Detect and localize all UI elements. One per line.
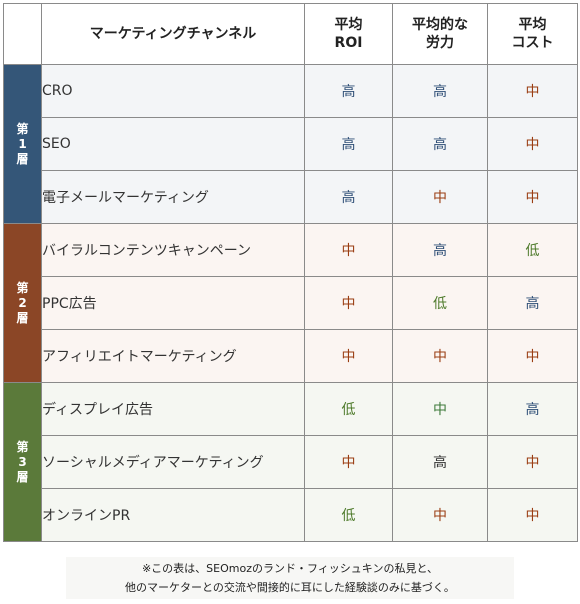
header-effort-line2: 労力 bbox=[426, 35, 454, 51]
tier-2-label-part: 2 bbox=[18, 295, 27, 310]
footnote-line-2: 他のマーケターとの交流や間接的に耳にした経験談のみに基づく。 bbox=[125, 581, 455, 594]
cost-value: 高 bbox=[487, 382, 578, 436]
cost-value: 中 bbox=[487, 64, 578, 118]
cost-value: 低 bbox=[487, 223, 578, 277]
marketing-channel-table: マーケティングチャンネル 平均 ROI 平均的な 労力 平均 コスト 第 bbox=[3, 3, 578, 542]
header-roi-line1: 平均 bbox=[334, 17, 363, 33]
header-roi: 平均 ROI bbox=[304, 3, 393, 65]
tier-2-label-part: 第 bbox=[16, 280, 29, 295]
table-row: 第 1 層 CRO 高 高 中 bbox=[3, 64, 578, 224]
tier-3-label-part: 3 bbox=[18, 454, 27, 469]
channel-name: CRO bbox=[41, 64, 305, 118]
effort-value: 中 bbox=[392, 329, 488, 383]
roi-value: 中 bbox=[304, 329, 393, 383]
cost-value: 中 bbox=[487, 435, 578, 489]
header-cost-line1: 平均 bbox=[518, 17, 547, 33]
table-row: SEO 高 高 中 bbox=[4, 117, 578, 171]
effort-value: 中 bbox=[392, 382, 488, 436]
header-channel: マーケティングチャンネル bbox=[41, 3, 305, 65]
tier-1-label-part: 層 bbox=[16, 151, 29, 166]
cost-value: 中 bbox=[487, 329, 578, 383]
effort-value: 高 bbox=[392, 435, 488, 489]
table-row: アフィリエイトマーケティング 中 中 中 bbox=[4, 329, 578, 383]
channel-name: 電子メールマーケティング bbox=[41, 170, 305, 224]
cost-value: 中 bbox=[487, 488, 578, 542]
footnote: ※この表は、SEOmozのランド・フィッシュキンの私見と、 他のマーケターとの交… bbox=[66, 557, 514, 599]
table-row: 電子メールマーケティング 高 中 中 bbox=[4, 170, 578, 224]
channel-name: SEO bbox=[41, 117, 305, 171]
roi-value: 高 bbox=[304, 170, 393, 224]
header-effort-line1: 平均的な bbox=[412, 17, 468, 33]
effort-value: 高 bbox=[392, 117, 488, 171]
table-row: ソーシャルメディアマーケティング 中 高 中 bbox=[4, 435, 578, 489]
tier-3-label-part: 層 bbox=[16, 469, 29, 484]
roi-value: 高 bbox=[304, 64, 393, 118]
channel-name: アフィリエイトマーケティング bbox=[41, 329, 305, 383]
tier-1-label: 第 1 層 bbox=[3, 64, 42, 224]
effort-value: 低 bbox=[392, 276, 488, 330]
roi-value: 低 bbox=[304, 382, 393, 436]
header-corner-cell bbox=[3, 3, 42, 65]
tier-3-label-part: 第 bbox=[16, 439, 29, 454]
channel-name: バイラルコンテンツキャンペーン bbox=[41, 223, 305, 277]
table-row: オンラインPR 低 中 中 bbox=[4, 488, 578, 542]
header-roi-line2: ROI bbox=[334, 35, 363, 51]
footnote-line-1: ※この表は、SEOmozのランド・フィッシュキンの私見と、 bbox=[141, 562, 439, 575]
roi-value: 高 bbox=[304, 117, 393, 171]
channel-name: ディスプレイ広告 bbox=[41, 382, 305, 436]
header-cost-line2: コスト bbox=[511, 35, 554, 51]
tier-1-label-part: 第 bbox=[16, 121, 29, 136]
tier-2-label-part: 層 bbox=[16, 310, 29, 325]
effort-value: 高 bbox=[392, 223, 488, 277]
marketing-channel-table-wrapper: マーケティングチャンネル 平均 ROI 平均的な 労力 平均 コスト 第 bbox=[3, 3, 578, 542]
effort-value: 中 bbox=[392, 488, 488, 542]
table-row: PPC広告 中 低 高 bbox=[4, 276, 578, 330]
cost-value: 中 bbox=[487, 170, 578, 224]
roi-value: 低 bbox=[304, 488, 393, 542]
cost-value: 中 bbox=[487, 117, 578, 171]
channel-name: PPC広告 bbox=[41, 276, 305, 330]
roi-value: 中 bbox=[304, 276, 393, 330]
tier-2-label: 第 2 層 bbox=[3, 223, 42, 383]
channel-name: オンラインPR bbox=[41, 488, 305, 542]
table-row: 第 2 層 バイラルコンテンツキャンペーン 中 高 低 bbox=[3, 223, 578, 383]
effort-value: 中 bbox=[392, 170, 488, 224]
roi-value: 中 bbox=[304, 435, 393, 489]
header-cost: 平均 コスト bbox=[487, 3, 578, 65]
tier-3-label: 第 3 層 bbox=[3, 382, 42, 542]
effort-value: 高 bbox=[392, 64, 488, 118]
table-row: 第 3 層 ディスプレイ広告 低 中 高 bbox=[3, 382, 578, 542]
header-effort: 平均的な 労力 bbox=[392, 3, 488, 65]
cost-value: 高 bbox=[487, 276, 578, 330]
table-header-row: マーケティングチャンネル 平均 ROI 平均的な 労力 平均 コスト bbox=[3, 3, 578, 65]
roi-value: 中 bbox=[304, 223, 393, 277]
tier-1-label-part: 1 bbox=[18, 136, 27, 151]
channel-name: ソーシャルメディアマーケティング bbox=[41, 435, 305, 489]
